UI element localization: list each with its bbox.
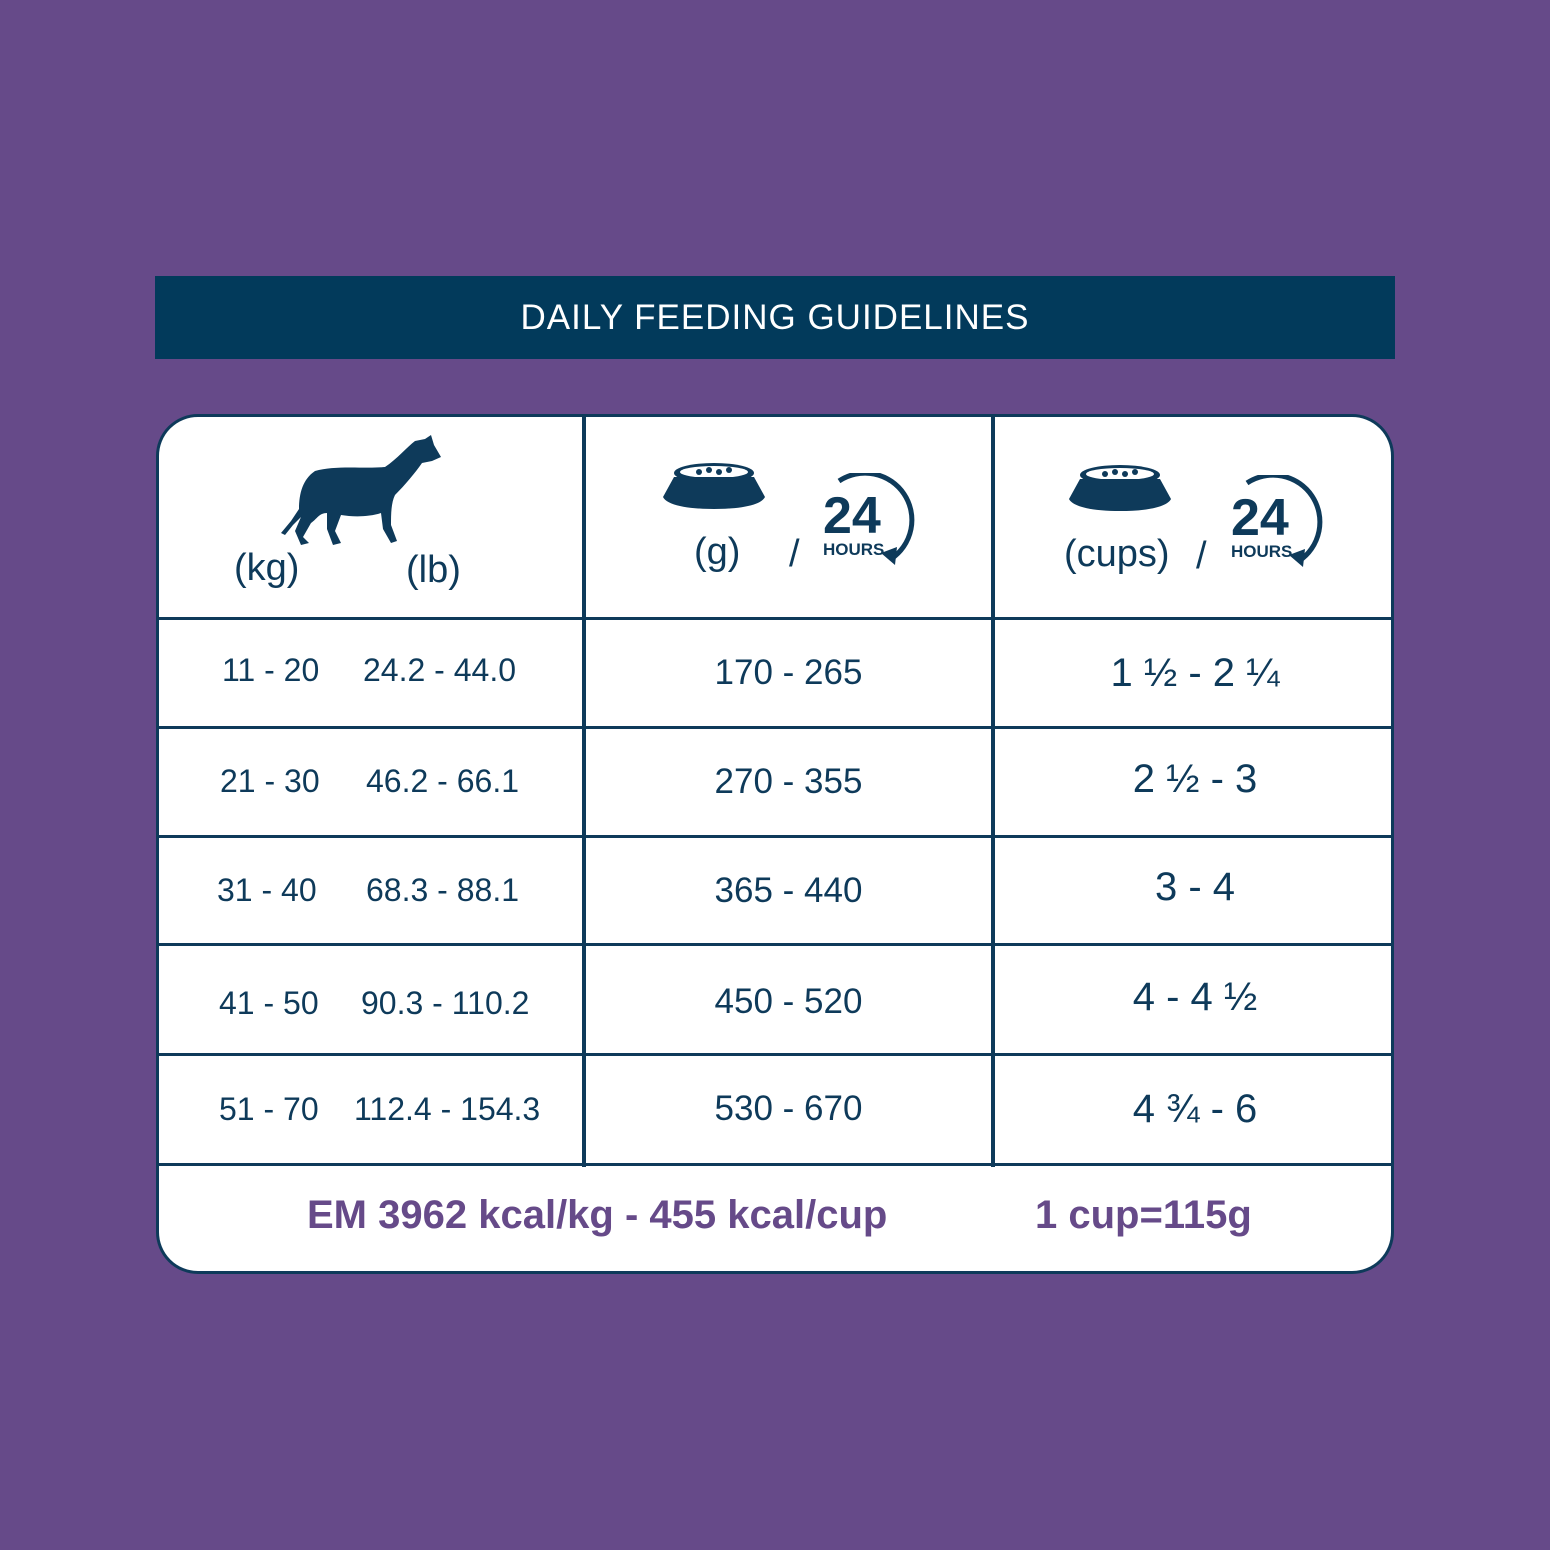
weight-kg-label: (kg)	[234, 547, 300, 589]
row-divider	[159, 1163, 1391, 1166]
svg-text:24: 24	[1231, 489, 1289, 547]
svg-text:HOURS: HOURS	[823, 540, 884, 559]
weight-kg-cell: 31 - 40	[217, 872, 317, 908]
energy-text: EM 3962 kcal/kg - 455 kcal/cup	[307, 1193, 888, 1237]
weight-lb-cell: 46.2 - 66.1	[366, 763, 519, 799]
grams-cell: 170 - 265	[714, 653, 863, 692]
column-divider	[991, 417, 995, 1167]
cups-cell: 2 ½ - 3	[1132, 756, 1258, 801]
page-title: DAILY FEEDING GUIDELINES	[520, 297, 1030, 337]
grams-cell: 270 - 355	[714, 762, 863, 801]
cups-label: (cups)	[1064, 533, 1170, 575]
24-hours-icon: 24 HOURS	[1227, 472, 1329, 572]
row-divider	[159, 1053, 1391, 1056]
row-divider	[159, 726, 1391, 729]
weight-kg-cell: 11 - 20	[222, 652, 320, 688]
row-divider	[159, 617, 1391, 620]
row-divider	[159, 943, 1391, 946]
energy-footer: EM 3962 kcal/kg - 455 kcal/cup 1 cup=115…	[159, 1167, 1391, 1271]
grams-cell: 450 - 520	[714, 982, 863, 1021]
weight-kg-cell: 51 - 70	[219, 1091, 319, 1127]
cups-cell: 4 ¾ - 6	[1132, 1086, 1258, 1131]
grams-separator: /	[789, 533, 800, 575]
row-divider	[159, 835, 1391, 838]
grams-label: (g)	[694, 531, 741, 573]
cups-cell: 3 - 4	[1154, 865, 1236, 909]
grams-cell: 365 - 440	[714, 870, 863, 910]
dog-icon	[281, 433, 441, 554]
weight-kg-cell: 21 - 30	[220, 763, 320, 799]
weight-lb-label: (lb)	[406, 549, 461, 591]
column-divider	[582, 417, 586, 1167]
weight-lb-cell: 90.3 - 110.2	[361, 985, 530, 1021]
title-banner: DAILY FEEDING GUIDELINES	[155, 276, 1395, 359]
weight-kg-cell: 41 - 50	[219, 985, 319, 1021]
svg-text:24: 24	[823, 487, 881, 545]
svg-text:HOURS: HOURS	[1231, 542, 1292, 561]
grams-cell: 530 - 670	[714, 1089, 863, 1128]
cups-cell: 1 ½ - 2 ¼	[1110, 650, 1280, 695]
cups-separator: /	[1196, 535, 1207, 577]
food-bowl-icon	[661, 461, 767, 518]
feeding-table: (kg) (lb) (g) / 24 HOURS	[156, 414, 1394, 1274]
24-hours-icon: 24 HOURS	[819, 470, 921, 570]
weight-lb-cell: 68.3 - 88.1	[366, 872, 519, 908]
cup-weight-text: 1 cup=115g	[1035, 1193, 1252, 1237]
food-bowl-icon	[1067, 463, 1173, 520]
weight-lb-cell: 112.4 - 154.3	[354, 1091, 541, 1127]
cups-cell: 4 - 4 ½	[1132, 974, 1258, 1019]
weight-lb-cell: 24.2 - 44.0	[363, 652, 516, 688]
